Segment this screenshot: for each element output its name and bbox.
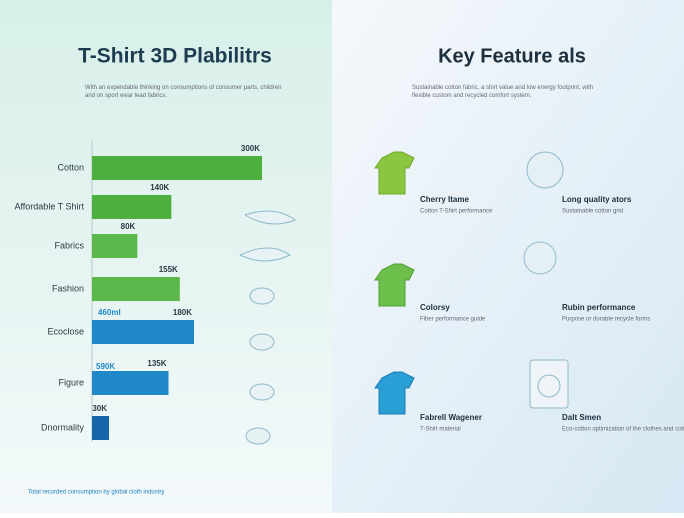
value-label: 155K bbox=[159, 265, 178, 274]
bar bbox=[92, 156, 262, 180]
feature-title: Colorsy bbox=[420, 303, 450, 312]
bar bbox=[92, 234, 138, 258]
value-label: 180K bbox=[173, 308, 192, 317]
category-label: Figure bbox=[58, 377, 84, 387]
subtitle-box: With an expendable thinking on consumpti… bbox=[85, 85, 282, 99]
category-label: Cotton bbox=[57, 162, 84, 172]
bar bbox=[92, 277, 180, 301]
feature-title: Dalt Smen bbox=[562, 413, 601, 422]
feature-title: Rubin performance bbox=[562, 303, 636, 312]
footer: Total recorded consumption by global clo… bbox=[28, 490, 164, 496]
category-label: Affordable T Shirt bbox=[14, 201, 84, 211]
bar bbox=[92, 416, 109, 440]
value-label: 135K bbox=[147, 359, 166, 368]
value-label: 300K bbox=[241, 144, 260, 153]
bar bbox=[92, 371, 169, 395]
category-label: Dnormality bbox=[41, 422, 85, 432]
category-label: Fabrics bbox=[54, 240, 84, 250]
category-label: Ecoclose bbox=[47, 326, 84, 336]
features-subtitle-box: Sustainable cotton fabric, a shirt value… bbox=[412, 85, 594, 99]
feature-desc: Eco-cotton optimization of the clothes a… bbox=[562, 427, 684, 433]
bar bbox=[92, 195, 172, 219]
annotation: 590K bbox=[96, 362, 115, 371]
feature-desc: T-Shirt material bbox=[420, 427, 461, 433]
icons bbox=[239, 151, 569, 445]
feature-desc: Purpose or durable recycle forms bbox=[562, 317, 650, 323]
chart-subtitle: With an expendable thinking on consumpti… bbox=[85, 85, 282, 99]
value-label: 140K bbox=[150, 183, 169, 192]
feature-title: Long quality ators bbox=[562, 195, 632, 204]
value-label: 30K bbox=[92, 404, 107, 413]
category-label: Fashion bbox=[52, 283, 84, 293]
feature-title: Fabrell Wagener bbox=[420, 413, 482, 422]
bar bbox=[92, 320, 194, 344]
feature-desc: Fiber performance guide bbox=[420, 317, 486, 323]
chart-title: T-Shirt 3D Plabilitrs bbox=[78, 45, 272, 68]
right-panel bbox=[332, 0, 684, 513]
features-title: Key Feature als bbox=[438, 45, 586, 67]
feature-desc: Sustainable cotton grid bbox=[562, 209, 623, 215]
value-label: 80K bbox=[121, 222, 136, 231]
features-subtitle: Sustainable cotton fabric, a shirt value… bbox=[412, 85, 594, 99]
annotation: 460ml bbox=[98, 308, 121, 317]
feature-title: Cherry Itame bbox=[420, 195, 469, 204]
feature-desc: Cotton T-Shirt performance bbox=[420, 209, 493, 215]
